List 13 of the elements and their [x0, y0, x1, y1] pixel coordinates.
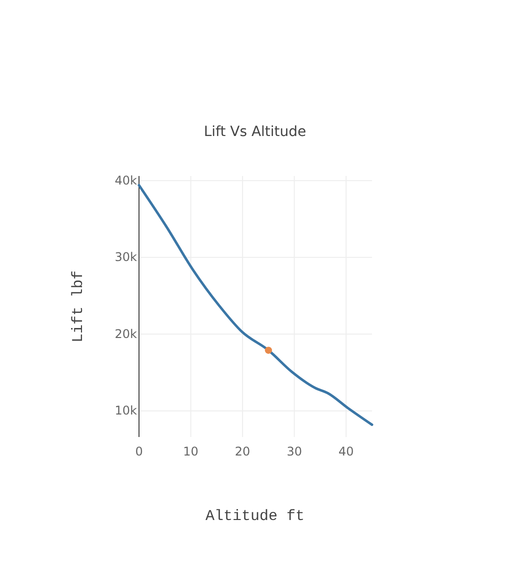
- y-tick-label: 10k: [114, 404, 138, 418]
- x-tick-label: 0: [135, 444, 143, 459]
- x-tick-label: 40: [338, 444, 354, 459]
- x-tick-label: 10: [183, 444, 198, 459]
- x-axis-title: Altitude ft: [205, 508, 305, 525]
- y-tick-label: 40k: [114, 173, 138, 188]
- y-tick-label: 20k: [114, 326, 138, 341]
- line-series: [138, 184, 374, 426]
- x-tick-label: 30: [286, 444, 302, 459]
- chart-title: Lift Vs Altitude: [204, 124, 306, 140]
- y-axis-title: Lift lbf: [70, 270, 87, 343]
- y-tick-label: 30k: [114, 250, 138, 264]
- x-tick-label: 20: [234, 444, 250, 459]
